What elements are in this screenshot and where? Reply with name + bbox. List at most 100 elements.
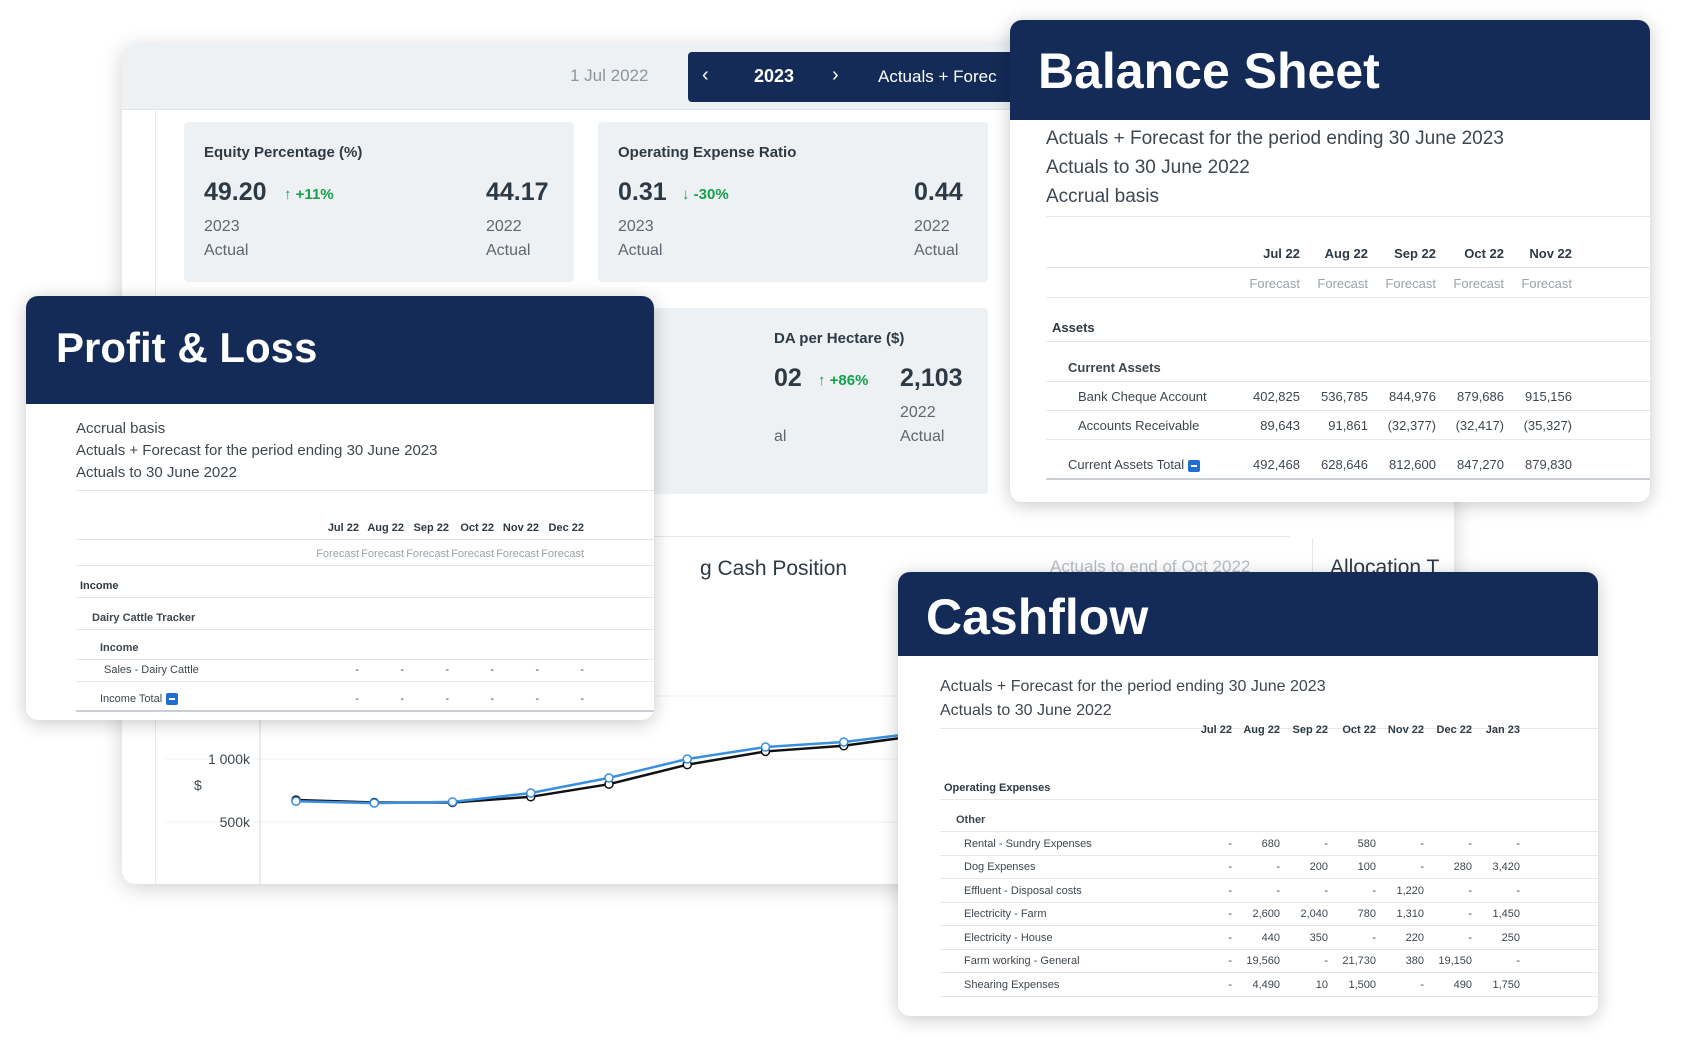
row-value: (35,327) [1523,418,1572,433]
kpi-basis: al [774,428,787,445]
data-point[interactable] [604,773,614,783]
table-row[interactable]: Accounts Receivable 89,643 91,861 (32,377) (… [1046,411,1650,440]
table-row[interactable]: Income [76,566,654,598]
row-label-text: Current Assets Total [1068,457,1185,472]
month-header: Sep 22 [413,522,449,534]
profit-loss-card[interactable]: Profit & Loss Accrual basis Actuals + Fo… [26,296,654,720]
table-row[interactable]: Effluent - Disposal costs - - - - 1,220 - - [940,879,1598,903]
data-point[interactable] [291,796,301,806]
row-value: - [1228,837,1232,850]
y-tick-label: 500k [220,814,251,830]
row-value: 350 [1309,931,1328,944]
table-row[interactable]: Other [940,800,1598,832]
row-label: Operating Expenses [944,782,1050,794]
row-value: - [1324,837,1328,850]
row-value: - [355,664,359,676]
table-row[interactable]: Bank Cheque Account 402,825 536,785 844,976… [1046,382,1650,411]
kpi-value: 0.31 [618,178,667,206]
row-value: - [1516,837,1520,850]
data-point[interactable] [369,798,379,808]
period-mode-select[interactable]: Actuals + Forec [878,67,997,86]
row-value: - [1420,861,1424,873]
cashflow-table: Jul 22 Aug 22 Sep 22 Oct 22 Nov 22 Dec 22 Jan … [940,724,1598,1016]
report-subtitle-line: Accrual basis [76,420,166,437]
row-label: Other [956,814,985,826]
data-point[interactable] [526,788,536,798]
kpi-compare-year: 2022 [900,404,936,421]
table-row[interactable]: Operating Expenses [940,768,1598,800]
kpi-year: 2023 [618,218,654,235]
chart-title: g Cash Position [700,557,848,580]
data-point[interactable] [760,742,771,752]
table-row[interactable]: Electricity - House - 440 350 - 220 - 250 [940,926,1598,950]
kpi-compare-value: 0.44 [914,178,963,206]
table-row[interactable]: Electricity - Farm - 2,600 2,040 780 1,310 - 1,… [940,903,1598,926]
table-row[interactable]: Income [76,630,654,660]
forecast-label: Forecast [1521,276,1572,291]
collapse-minus-icon[interactable] [1188,459,1201,472]
row-value: - [1228,931,1232,944]
row-value: - [1420,978,1424,991]
chevron-left-icon[interactable]: ‹ [702,64,709,86]
row-value: - [1468,908,1472,920]
row-value: - [535,693,539,705]
kpi-compare-basis: Actual [914,242,959,259]
table-row[interactable]: Current Assets Total 492,468 628,646 812,60… [1046,440,1650,480]
table-row[interactable]: Sales - Dairy Cattle - - - - - - [76,660,654,682]
row-label-text: Income Total [100,692,163,705]
cashflow-card[interactable]: Cashflow Actuals + Forecast for the peri… [898,572,1598,1016]
kpi-title: Operating Expense Ratio [618,144,797,161]
arrow-down-icon: ↓ [682,186,690,203]
table-subheader-row: Forecast Forecast Forecast Forecast Forecast [1046,268,1650,298]
row-value: - [1276,861,1280,873]
month-header: Oct 22 [1342,724,1376,736]
report-subtitle-line: Accrual basis [1046,186,1159,207]
row-label: Income [100,642,139,654]
profit-loss-header: Profit & Loss [26,296,654,404]
month-header: Aug 22 [367,522,404,534]
period-navigator: ‹ 2023 › Actuals + Forec [688,52,1068,102]
kpi-basis: Actual [618,242,663,259]
table-row[interactable]: Shearing Expenses - 4,490 10 1,500 - 490 1,750 [940,973,1598,997]
data-point[interactable] [682,754,692,764]
row-value: 89,643 [1260,418,1300,433]
collapse-minus-icon[interactable] [166,693,179,705]
row-value: - [1516,884,1520,897]
table-row[interactable]: Income Total - - - - - - [76,682,654,712]
row-value: 91,861 [1328,418,1368,433]
row-value: 10 [1315,978,1328,991]
data-point[interactable] [839,737,849,747]
row-value: 250 [1501,931,1520,944]
report-subtitle-line: Actuals + Forecast for the period ending… [1046,128,1504,149]
row-value: 2,600 [1252,908,1280,920]
row-label-text: Current Assets [1068,360,1161,375]
row-value: 847,270 [1457,457,1504,472]
series-line [295,731,923,805]
kpi-change: ↑ +11% [284,186,334,203]
row-value: 402,825 [1253,389,1300,404]
table-row[interactable]: Dog Expenses - - 200 100 - 280 3,420 [940,856,1598,879]
kpi-card-equity[interactable]: Equity Percentage (%) 49.20 ↑ +11% 2023 … [184,122,574,282]
cashflow-title: Cashflow [926,589,1149,645]
data-point[interactable] [447,797,458,807]
row-value: - [490,693,494,705]
balance-sheet-table: Jul 22 Aug 22 Sep 22 Oct 22 Nov 22 Forecast Fo… [1046,220,1650,502]
report-subtitle-line: Actuals to 30 June 2022 [940,702,1112,719]
cash-position-card: g Cash Position Actuals to end of Oct 20… [180,536,1290,884]
forecast-label: Forecast [1249,276,1300,291]
table-row[interactable]: Farm working - General - 19,560 - 21,730 380 1… [940,950,1598,973]
table-row[interactable]: Dairy Cattle Tracker [76,598,654,630]
table-row[interactable]: Assets [1046,298,1650,342]
kpi-card-ebitda-hectare[interactable]: DA per Hectare ($) 02 ↑ +86% al 2,103 20… [598,308,988,494]
report-subtitle-line: Actuals to 30 June 2022 [76,464,237,481]
table-row[interactable]: Current Assets [1046,342,1650,382]
balance-sheet-card[interactable]: Balance Sheet Actuals + Forecast for the… [1010,20,1650,502]
table-row[interactable]: Rental - Sundry Expenses - 680 - 580 - - - [940,832,1598,856]
row-label-text: Bank Cheque Account [1078,389,1207,404]
chevron-right-icon[interactable]: › [832,64,839,86]
kpi-card-operating-expense[interactable]: Operating Expense Ratio 0.31 ↓ -30% 2023… [598,122,988,282]
forecast-label: Forecast [361,548,404,560]
row-value: - [1228,978,1232,991]
month-header: Oct 22 [1464,246,1504,261]
row-label: Rental - Sundry Expenses [964,838,1092,850]
